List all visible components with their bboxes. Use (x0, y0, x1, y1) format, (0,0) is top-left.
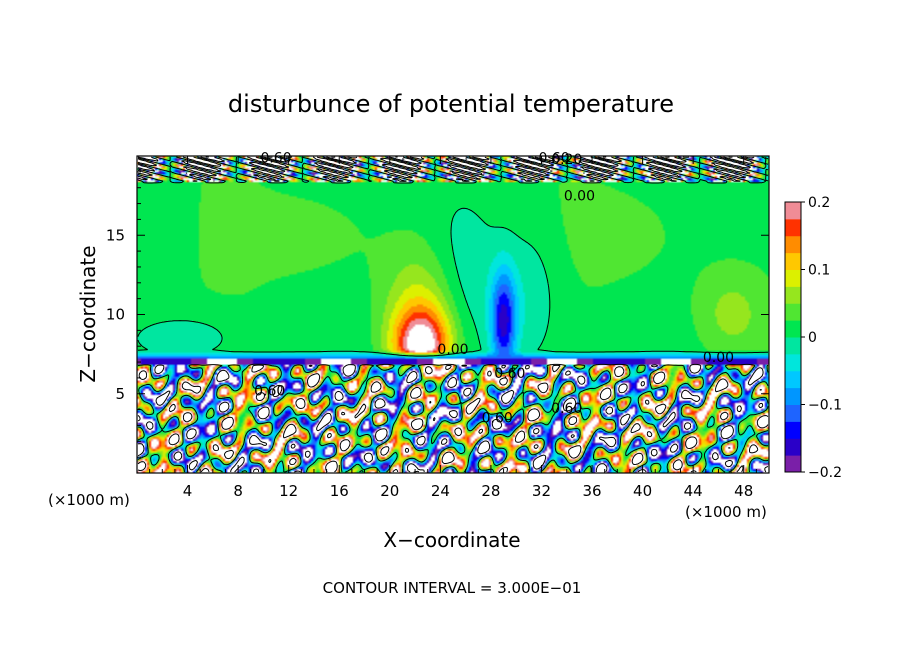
contour-label: 0.00 (703, 350, 734, 366)
colorbar-swatch (785, 370, 801, 389)
y-tick-label: 10 (106, 306, 125, 324)
x-tick-label: 4 (183, 482, 193, 500)
colorbar-swatch (785, 320, 801, 338)
y-tick-label: 15 (106, 226, 125, 244)
contour-lines (137, 156, 769, 473)
contour-label: 0.60 (482, 410, 513, 426)
contour-label: 0.60 (494, 366, 525, 382)
x-tick-label: 32 (532, 482, 551, 500)
colorbar-swatch (785, 455, 801, 473)
contour-label: 0.00 (564, 188, 595, 204)
y-tick-label: 5 (115, 385, 125, 403)
contour-label: 0.60 (254, 383, 285, 399)
y-axis: 5 10 15 (106, 171, 769, 458)
colorbar-swatch (785, 438, 801, 456)
colorbar-tick-label: 0.1 (808, 263, 830, 279)
x-tick-label: 20 (380, 482, 399, 500)
colorbar-tick-label: −0.2 (808, 465, 842, 481)
y-axis-label: Z−coordinate (76, 245, 100, 382)
colorbar-swatch (785, 252, 801, 270)
contour-label: 0.60 (551, 401, 582, 417)
colorbar (785, 202, 801, 473)
x-tick-label: 16 (330, 482, 349, 500)
x-tick-label: 44 (684, 482, 703, 500)
colorbar-tick-label: −0.1 (808, 398, 842, 414)
colorbar-swatch (785, 353, 801, 372)
colorbar-ticks: 0.2 0.1 0 −0.1 −0.2 (801, 195, 842, 481)
colorbar-swatch (785, 387, 801, 405)
colorbar-swatch (785, 337, 801, 355)
plot-area (137, 156, 769, 473)
contour-line (137, 156, 769, 473)
contour-label: 0.60 (260, 150, 291, 166)
x-tick-label: 24 (431, 482, 450, 500)
x-axis-label: X−coordinate (383, 528, 520, 552)
colorbar-swatch (785, 404, 801, 422)
chart-title: disturbunce of potential temperature (228, 90, 674, 118)
x-unit-right: (×1000 m) (685, 503, 767, 521)
heatmap-field (137, 156, 769, 473)
colorbar-tick-label: 0.2 (808, 195, 830, 211)
x-tick-label: 40 (633, 482, 652, 500)
colorbar-swatch (785, 303, 801, 321)
x-tick-label: 28 (481, 482, 500, 500)
contour-label: 0.00 (437, 342, 468, 358)
contour-label: 0.60 (539, 150, 570, 166)
x-unit-left: (×1000 m) (48, 491, 130, 509)
x-tick-label: 36 (582, 482, 601, 500)
x-axis: 4 8 12 16 20 24 28 32 36 40 44 48 (149, 156, 757, 500)
colorbar-tick-label: 0 (808, 330, 817, 346)
colorbar-swatch (785, 218, 801, 237)
colorbar-swatch (785, 286, 801, 304)
x-tick-label: 12 (279, 482, 298, 500)
x-tick-label: 48 (734, 482, 753, 500)
colorbar-swatch (785, 421, 801, 439)
colorbar-swatch (785, 202, 801, 220)
contour-labels: 0.60 0.600.200.000.00 0.000.600.600.600.60 (254, 150, 734, 426)
x-tick-label: 8 (233, 482, 243, 500)
colorbar-swatch (785, 235, 801, 254)
contour-label: 0.20 (551, 152, 582, 168)
contour-line (137, 156, 769, 473)
contour-line (205, 156, 468, 160)
colorbar-swatch (785, 269, 801, 287)
contour-interval-note: CONTOUR INTERVAL = 3.000E−01 (323, 579, 582, 597)
contour-line (137, 156, 769, 473)
